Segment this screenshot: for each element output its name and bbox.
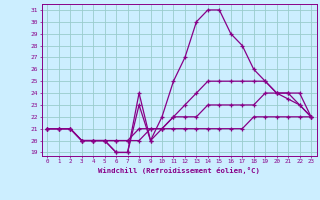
- X-axis label: Windchill (Refroidissement éolien,°C): Windchill (Refroidissement éolien,°C): [98, 167, 260, 174]
